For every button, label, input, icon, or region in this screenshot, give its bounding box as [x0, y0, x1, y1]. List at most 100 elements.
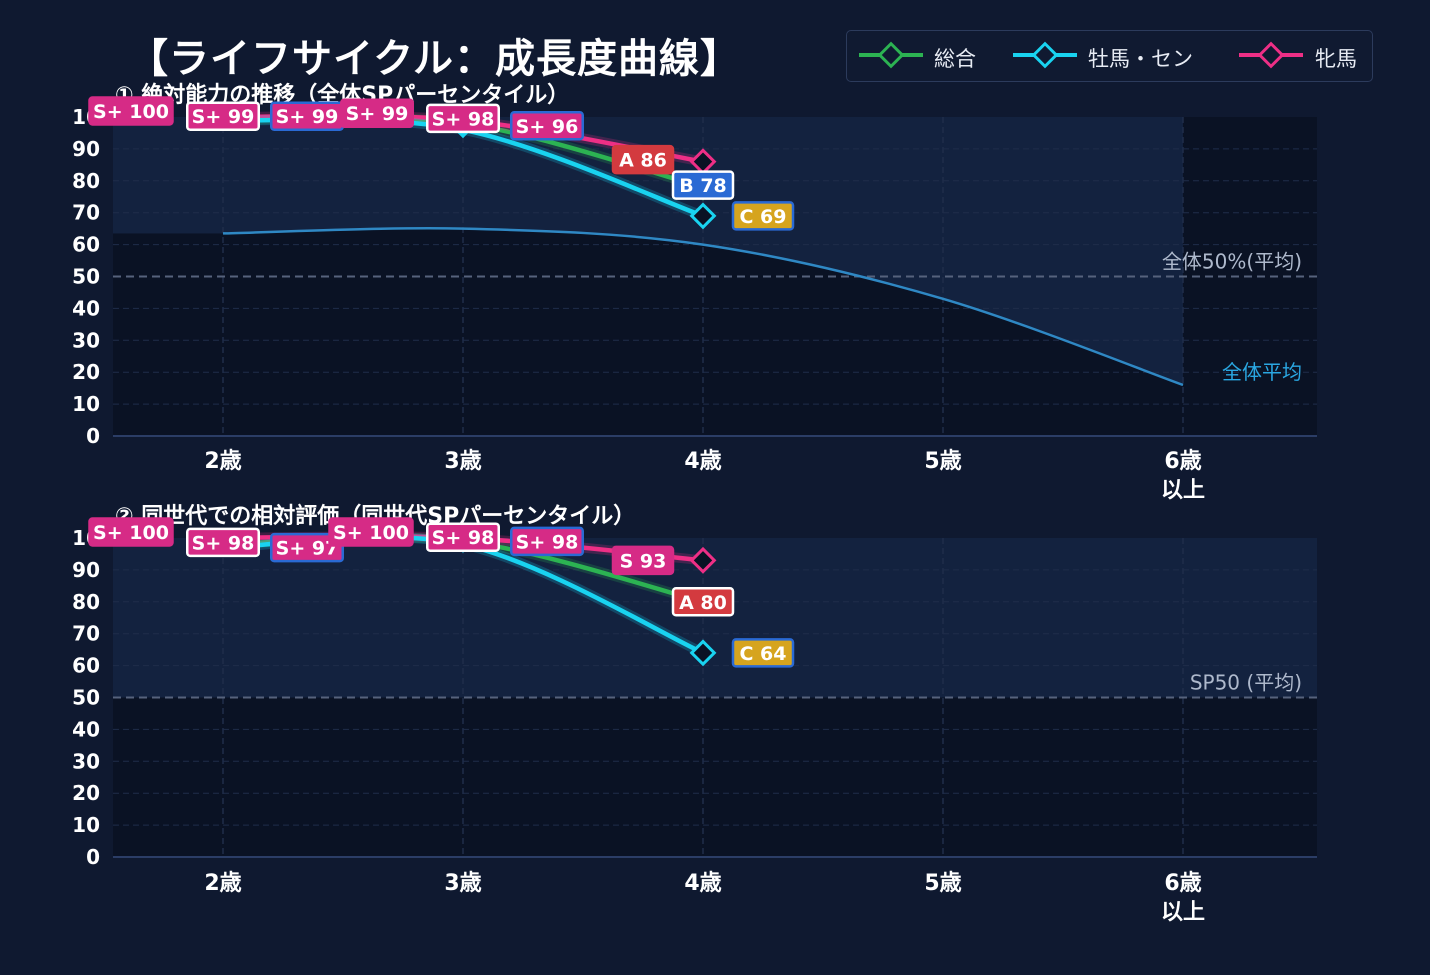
legend-marker-牡馬	[1013, 41, 1077, 69]
x-tick-label: 6歳以上	[1161, 449, 1205, 503]
value-badge: S+ 98	[426, 522, 500, 552]
value-badge-text: S+ 100	[93, 101, 169, 123]
value-badge-text: S+ 99	[192, 106, 255, 128]
x-tick-label: 3歳	[444, 449, 481, 474]
value-badge: S+ 98	[426, 103, 500, 134]
y-tick-label: 40	[72, 717, 100, 741]
value-badge-text: S+ 96	[516, 116, 579, 138]
x-tick-label: 5歳	[924, 449, 961, 474]
value-badge-text: S+ 98	[516, 531, 579, 553]
value-badge-box	[510, 111, 584, 141]
value-badge-box	[186, 527, 260, 558]
upper-region	[113, 538, 1317, 698]
value-badge-box	[426, 103, 500, 134]
value-badge: B 78	[671, 170, 735, 200]
value-badge-box	[731, 638, 795, 668]
value-badge-box	[426, 522, 500, 552]
value-badge: S+ 100	[88, 517, 174, 547]
y-tick-label: 10	[72, 392, 100, 416]
legend-marker-総合	[859, 41, 923, 69]
value-badge: S+ 97	[270, 532, 344, 563]
value-badge-text: S+ 100	[93, 522, 169, 544]
value-badge: S+ 99	[270, 101, 344, 131]
value-badge: C 69	[731, 201, 795, 231]
y-tick-label: 10	[72, 813, 100, 837]
x-tick-label: 4歳	[684, 449, 721, 474]
y-tick-label: 90	[72, 137, 100, 161]
value-badge-box	[671, 170, 735, 200]
y-tick-label: 30	[72, 749, 100, 773]
value-badge-text: S+ 99	[346, 103, 409, 125]
value-badge-box	[88, 96, 174, 126]
value-badge: S 93	[611, 545, 675, 576]
x-tick-label: 6歳以上	[1161, 871, 1205, 925]
value-badge-text: S 93	[620, 550, 667, 572]
value-badge: S+ 100	[328, 517, 414, 547]
legend-markers	[859, 41, 1303, 69]
y-tick-label: 0	[86, 424, 100, 448]
value-badge-box	[731, 201, 795, 231]
value-badge-box	[186, 101, 260, 131]
value-badge-box	[340, 98, 414, 128]
value-badge-box	[510, 526, 584, 557]
page-title: 【ライフサイクル：成長度曲線】	[128, 36, 741, 82]
value-badge-box	[611, 144, 675, 175]
value-badge-text: C 69	[740, 206, 787, 228]
x-tick-label: 2歳	[204, 871, 241, 896]
y-tick-label: 50	[72, 265, 100, 289]
value-badge: S+ 98	[510, 526, 584, 557]
series-point-牡馬・セン	[689, 202, 717, 230]
series-point-牡馬・セン	[689, 639, 717, 667]
y-tick-label: 50	[72, 686, 100, 710]
x-tick-label: 5歳	[924, 871, 961, 896]
value-badge: S+ 98	[186, 527, 260, 558]
x-tick-label: 3歳	[444, 871, 481, 896]
value-badge: S+ 99	[340, 98, 414, 128]
value-badge-text: A 80	[679, 592, 727, 614]
legend-label-総合: 総合	[934, 47, 976, 71]
series-point-牝馬	[689, 148, 717, 176]
value-badge-box	[611, 545, 675, 576]
y-tick-label: 20	[72, 360, 100, 384]
value-badge-text: A 86	[619, 150, 667, 172]
value-badge: A 86	[611, 144, 675, 175]
legend-label-牝馬: 牝馬	[1315, 47, 1357, 71]
value-badge-text: S+ 98	[192, 532, 255, 554]
value-badge-box	[88, 517, 174, 547]
legend-label-牡馬: 牡馬・セン	[1088, 47, 1193, 71]
average-line-label: 全体平均	[1222, 360, 1302, 384]
x-tick-label: 2歳	[204, 449, 241, 474]
value-badge: S+ 100	[88, 96, 174, 126]
y-tick-label: 30	[72, 328, 100, 352]
value-badge-text: S+ 99	[276, 106, 339, 128]
value-badge: A 80	[671, 587, 735, 617]
value-badge: S+ 96	[510, 111, 584, 141]
value-badge-text: S+ 98	[432, 108, 495, 130]
value-badge-text: C 64	[740, 643, 787, 665]
chart-legend: 総合 牡馬・セン 牝馬	[846, 30, 1373, 82]
x-tick-label: 4歳	[684, 871, 721, 896]
series-point-牝馬	[689, 546, 717, 574]
y-tick-label: 70	[72, 201, 100, 225]
y-tick-label: 40	[72, 296, 100, 320]
value-badge-text: S+ 97	[276, 538, 339, 560]
value-badge: S+ 99	[186, 101, 260, 131]
y-tick-label: 70	[72, 622, 100, 646]
reference-line-label: SP50 (平均)	[1190, 671, 1302, 695]
average-line	[222, 227, 1184, 387]
value-badge-box	[328, 517, 414, 547]
upper-region	[113, 117, 1183, 385]
value-badge-text: S+ 100	[333, 522, 409, 544]
value-badge-text: S+ 98	[432, 527, 495, 549]
reference-line-label: 全体50%(平均)	[1162, 250, 1302, 274]
value-badge: C 64	[731, 638, 795, 668]
y-tick-label: 80	[72, 169, 100, 193]
y-tick-label: 60	[72, 654, 100, 678]
y-tick-label: 80	[72, 590, 100, 614]
y-tick-label: 20	[72, 781, 100, 805]
value-badge-box	[270, 532, 344, 563]
legend-marker-牝馬	[1239, 41, 1303, 69]
